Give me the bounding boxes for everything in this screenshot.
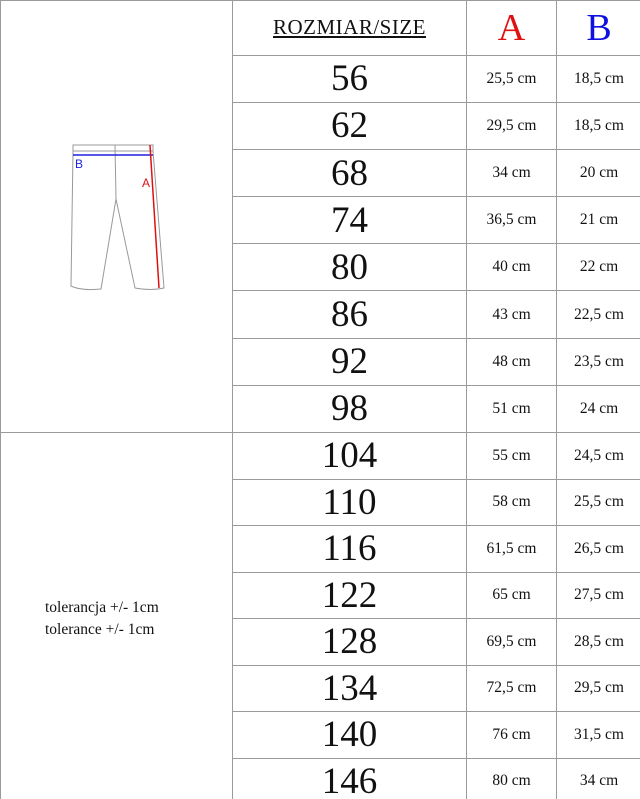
tolerance-text: tolerancja +/- 1cm — [45, 598, 159, 616]
size-cell: 116 — [232, 525, 467, 573]
header-size: ROZMIAR/SIZE — [232, 0, 467, 56]
measure-b-cell: 24,5 cm — [556, 432, 640, 480]
measure-b-cell: 28,5 cm — [556, 618, 640, 666]
size-cell: 98 — [232, 384, 467, 434]
measure-a-line — [149, 144, 160, 289]
table-row: 128 69,5 cm 28,5 cm — [1, 618, 640, 666]
measure-a-cell: 34 cm — [466, 149, 557, 198]
measure-b-cell: 18,5 cm — [556, 54, 640, 103]
tolerance-text: tolerance +/- 1cm — [45, 620, 155, 638]
size-cell: 68 — [232, 149, 467, 198]
measure-b-cell: 27,5 cm — [556, 571, 640, 619]
measure-b-cell: 24 cm — [556, 384, 640, 434]
measure-b-cell: 25,5 cm — [556, 478, 640, 526]
measure-a-cell: 69,5 cm — [466, 618, 557, 666]
measure-b-cell: 22 cm — [556, 243, 640, 292]
header-row: B A ROZMIAR/SIZE A B — [0, 0, 640, 433]
measure-b-cell: 21 cm — [556, 196, 640, 245]
size-cell: 74 — [232, 196, 467, 245]
table-row: 122 65 cm 27,5 cm — [1, 571, 640, 619]
table-row: tolerancja +/- 1cm tolerance +/- 1cm 104 55… — [0, 432, 640, 799]
table-row: 134 72,5 cm 29,5 cm — [1, 664, 640, 712]
measure-a-cell: 43 cm — [466, 290, 557, 339]
header-b: B — [556, 0, 640, 56]
label-b: B — [75, 157, 83, 171]
table-row: 92 48 cm 23,5 cm — [1, 337, 640, 386]
size-cell: 146 — [232, 757, 467, 799]
header-a: A — [466, 0, 557, 56]
size-cell: 80 — [232, 243, 467, 292]
measure-a-cell: 65 cm — [466, 571, 557, 619]
measure-b-cell: 34 cm — [556, 757, 640, 799]
diagram-cell: B A — [0, 0, 233, 433]
measure-a-cell: 76 cm — [466, 711, 557, 759]
size-cell: 62 — [232, 101, 467, 151]
size-cell: 140 — [232, 711, 467, 759]
measure-b-cell: 20 cm — [556, 149, 640, 198]
table-row: 56 25,5 cm 18,5 cm — [1, 54, 640, 103]
measure-b-cell: 26,5 cm — [556, 525, 640, 573]
size-cell: 56 — [232, 54, 467, 103]
table-row: 86 43 cm 22,5 cm — [1, 290, 640, 339]
size-cell: 86 — [232, 290, 467, 339]
measure-a-cell: 36,5 cm — [466, 196, 557, 245]
size-cell: 92 — [232, 337, 467, 386]
measure-a-cell: 80 cm — [466, 757, 557, 799]
size-cell: 128 — [232, 618, 467, 666]
measure-a-cell: 29,5 cm — [466, 101, 557, 151]
measure-a-cell: 48 cm — [466, 337, 557, 386]
size-cell: 134 — [232, 664, 467, 712]
measure-b-cell: 29,5 cm — [556, 664, 640, 712]
size-cell: 122 — [232, 571, 467, 619]
size-cell: 104 — [232, 432, 467, 480]
measure-a-cell: 40 cm — [466, 243, 557, 292]
table-row: 110 58 cm 25,5 cm — [1, 478, 640, 526]
measure-a-cell: 72,5 cm — [466, 664, 557, 712]
table-row: 146 80 cm 34 cm — [1, 757, 640, 799]
tolerance-cell: tolerancja +/- 1cm tolerance +/- 1cm — [0, 432, 233, 799]
label-a: A — [142, 176, 150, 190]
measure-a-cell: 25,5 cm — [466, 54, 557, 103]
measure-a-cell: 51 cm — [466, 384, 557, 434]
table-row: 74 36,5 cm 21 cm — [1, 196, 640, 245]
measure-b-cell: 31,5 cm — [556, 711, 640, 759]
pants-diagram: B A — [70, 144, 165, 291]
measure-b-cell: 23,5 cm — [556, 337, 640, 386]
table-row: 116 61,5 cm 26,5 cm — [1, 525, 640, 573]
table-row: 80 40 cm 22 cm — [1, 243, 640, 292]
measure-a-cell: 61,5 cm — [466, 525, 557, 573]
table-row: 98 51 cm 24 cm — [1, 384, 640, 434]
measure-b-cell: 18,5 cm — [556, 101, 640, 151]
size-cell: 110 — [232, 478, 467, 526]
table-row: 140 76 cm 31,5 cm — [1, 711, 640, 759]
measure-a-cell: 58 cm — [466, 478, 557, 526]
measure-a-cell: 55 cm — [466, 432, 557, 480]
measure-b-cell: 22,5 cm — [556, 290, 640, 339]
